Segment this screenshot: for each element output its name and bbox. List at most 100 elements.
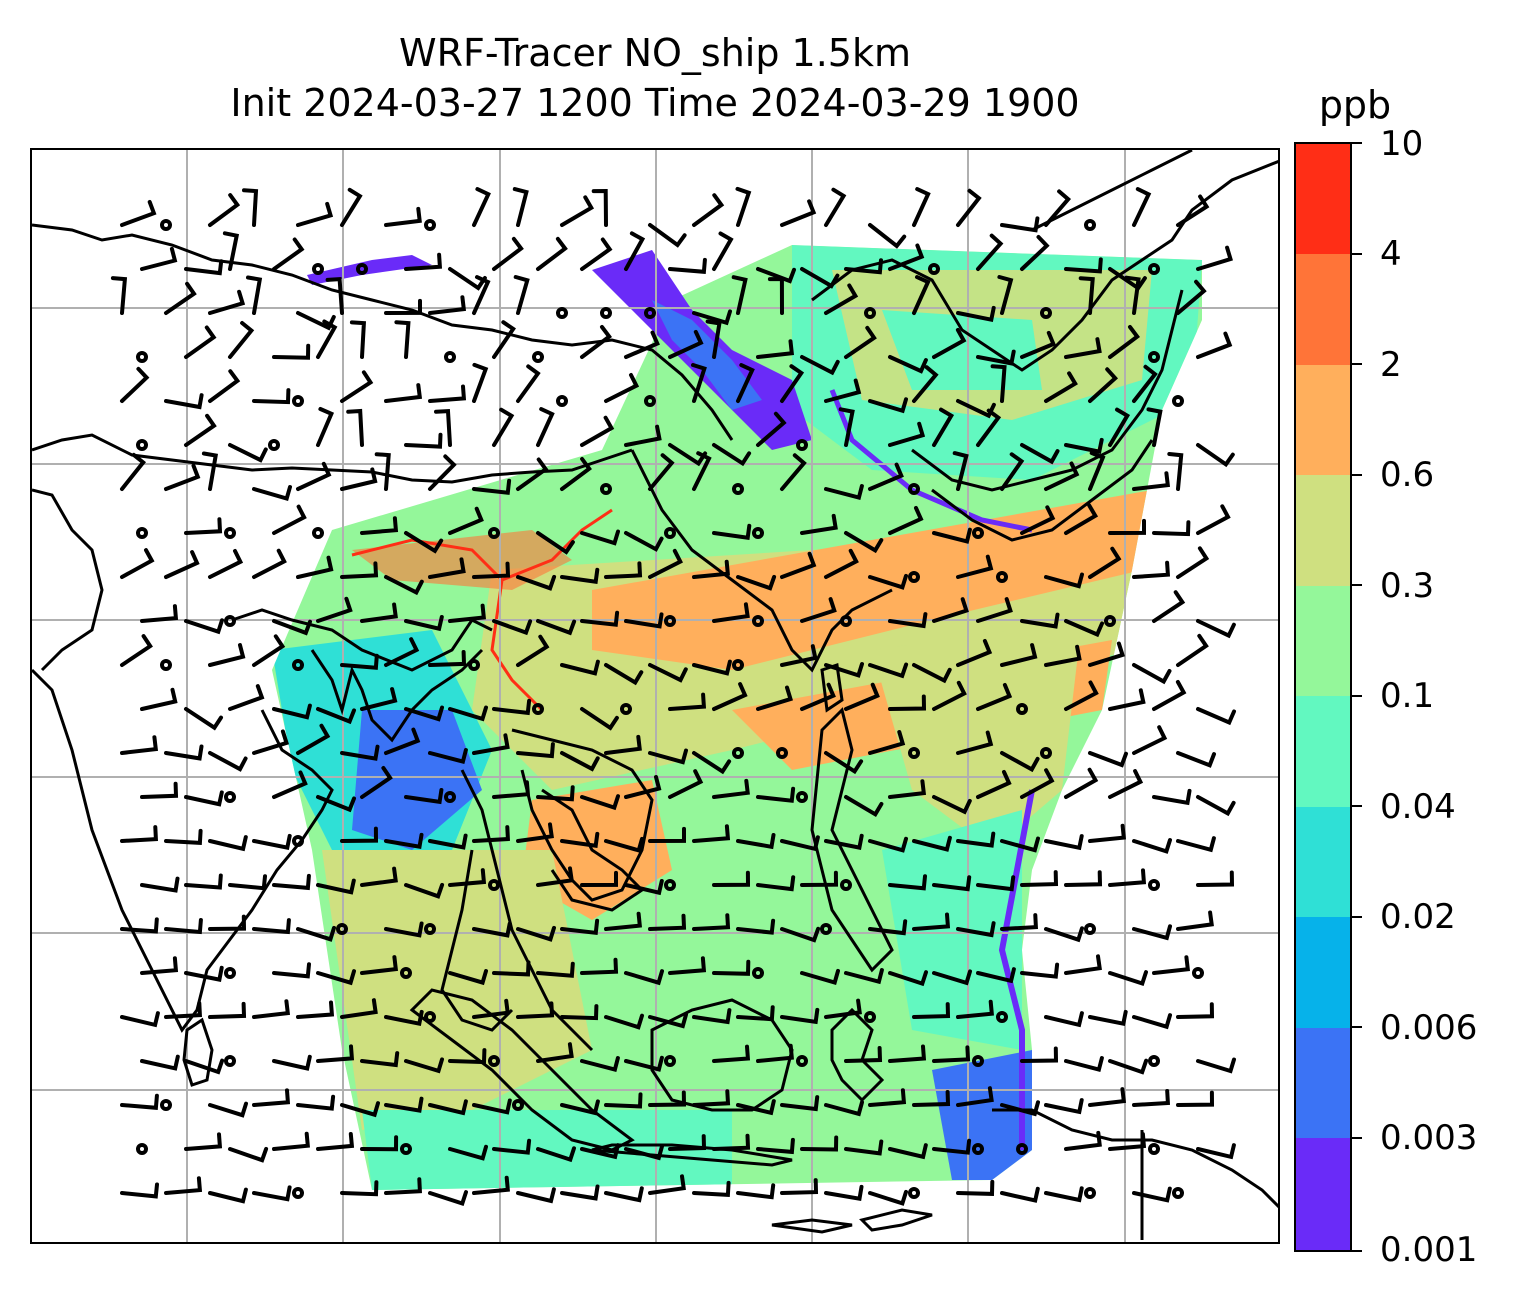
wind-barb <box>272 703 312 720</box>
wind-barb <box>692 913 731 931</box>
wind-barb <box>668 329 704 359</box>
wind-barb <box>384 1096 424 1113</box>
calm-wind-marker <box>532 703 544 715</box>
calm-wind-marker <box>644 307 656 319</box>
wind-barb <box>472 1175 510 1195</box>
wind-barb <box>844 1139 884 1156</box>
wind-barb <box>1152 955 1191 975</box>
wind-barb <box>1176 751 1216 768</box>
calm-wind-marker <box>160 219 172 231</box>
calm-wind-marker <box>1172 395 1184 407</box>
calm-wind-marker <box>1148 351 1160 363</box>
wind-barb <box>888 1143 928 1160</box>
wind-barb <box>349 320 367 359</box>
calm-wind-marker <box>1148 263 1160 275</box>
wind-barb <box>272 770 308 799</box>
wind-barb <box>560 918 600 936</box>
sri-lanka <box>182 1017 214 1087</box>
wind-barb <box>888 243 925 271</box>
wind-barb <box>340 1180 379 1197</box>
wind-barb <box>756 1043 794 1063</box>
wind-barb <box>316 1044 355 1063</box>
wind-barb <box>692 559 730 579</box>
calm-wind-marker <box>752 527 764 539</box>
wind-barb <box>536 619 577 636</box>
wind-barb <box>1000 913 1038 931</box>
wind-barb <box>932 680 967 711</box>
colorbar-label-0.02: 0.02 <box>1380 897 1456 937</box>
wind-barb <box>513 275 530 315</box>
wind-barb <box>1044 834 1084 851</box>
colorbar-label-0.003: 0.003 <box>1380 1118 1478 1158</box>
wind-barb <box>404 882 445 899</box>
wind-barb <box>844 1046 883 1063</box>
wind-barb <box>1020 768 1055 799</box>
wind-barb <box>492 780 531 799</box>
colorbar-segment <box>1296 1138 1350 1250</box>
wind-barb <box>976 683 1013 711</box>
wind-barb <box>932 597 969 623</box>
wind-barb <box>428 1099 468 1116</box>
wind-barb <box>516 742 555 759</box>
calm-wind-marker <box>732 659 744 671</box>
wind-barb <box>604 1186 644 1203</box>
wind-barb <box>580 529 620 546</box>
wind-barb <box>780 453 807 491</box>
wind-barb <box>956 639 993 667</box>
calm-wind-marker <box>1016 1143 1028 1155</box>
wind-barb <box>1132 471 1171 491</box>
wind-barb <box>580 957 619 975</box>
wind-barb <box>1132 725 1168 755</box>
wind-barb <box>384 832 424 850</box>
wind-barb <box>838 407 855 447</box>
wind-barb <box>956 554 994 579</box>
wind-barb <box>228 321 255 359</box>
wind-barb <box>516 1001 555 1019</box>
wind-barb <box>340 370 374 403</box>
band-sw-green <box>322 850 592 1130</box>
calm-wind-marker <box>908 1187 920 1199</box>
wind-barb <box>1132 1089 1171 1107</box>
wind-barb <box>428 748 468 765</box>
wind-barb <box>384 1177 422 1195</box>
wind-barb <box>780 199 817 227</box>
wind-barb <box>868 223 907 249</box>
wind-barb <box>246 275 263 315</box>
colorbar-tick <box>1352 363 1362 365</box>
wind-barbs <box>110 186 1236 1207</box>
wind-barb <box>912 663 952 684</box>
wind-barb <box>384 383 423 403</box>
wind-barb <box>296 1000 335 1019</box>
calm-wind-marker <box>796 439 808 451</box>
wind-barb <box>735 186 752 227</box>
calm-wind-marker <box>1084 1187 1096 1199</box>
wind-barb <box>800 1135 839 1152</box>
wind-barb <box>428 557 466 579</box>
wind-barb <box>296 461 332 491</box>
wind-barb <box>1176 633 1209 667</box>
colorbar-label-10: 10 <box>1380 124 1424 164</box>
wind-barb <box>1176 546 1210 579</box>
wind-barb <box>1064 954 1102 975</box>
wind-barb <box>404 432 443 449</box>
calm-wind-marker <box>160 659 172 671</box>
sea-of-japan-inner <box>652 300 762 410</box>
wind-barb <box>472 733 510 755</box>
wind-barb <box>1088 1087 1127 1107</box>
calm-wind-marker <box>972 1055 984 1067</box>
wind-barb <box>1132 560 1171 579</box>
wind-barb <box>824 548 859 579</box>
yangtze-contour <box>541 788 645 912</box>
wind-barb <box>1176 1002 1215 1019</box>
wind-barb <box>316 319 338 359</box>
wind-barb <box>692 1089 731 1107</box>
wind-barb <box>448 603 486 623</box>
wind-barb <box>1044 1186 1084 1203</box>
wind-barb <box>394 320 411 359</box>
chart-subtitle: Init 2024-03-27 1200 Time 2024-03-29 190… <box>230 81 1080 125</box>
wind-barb <box>140 956 179 975</box>
wind-barb <box>756 339 795 359</box>
indochina-coast <box>511 728 654 902</box>
wind-barb <box>472 187 491 227</box>
wind-barb <box>360 766 393 799</box>
